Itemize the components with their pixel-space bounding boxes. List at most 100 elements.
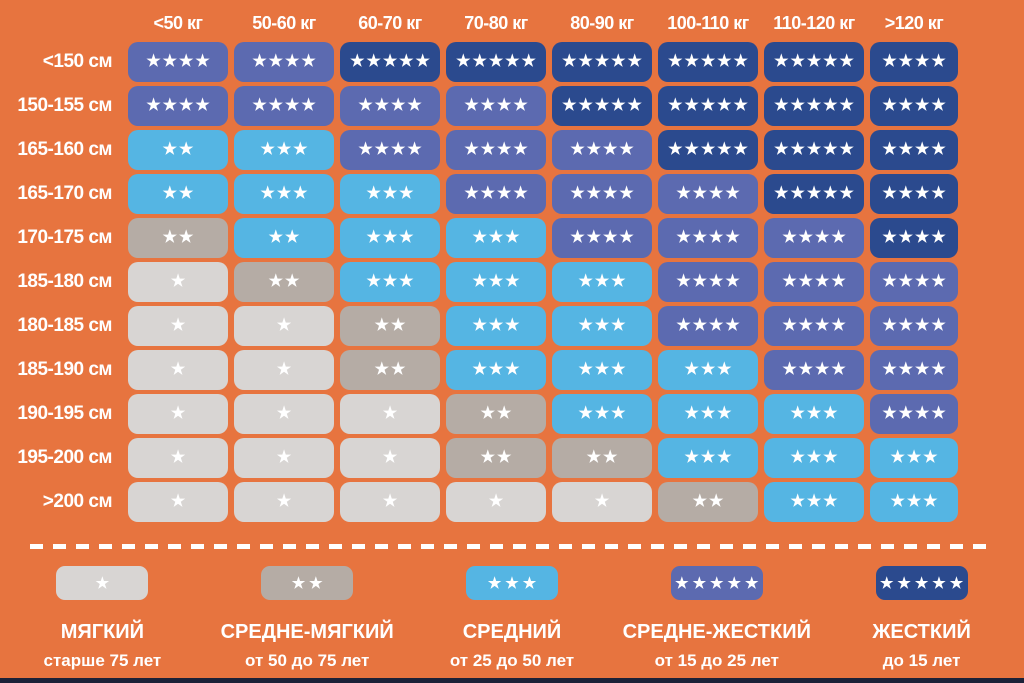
matrix-cell: ★★★★ [340, 86, 440, 126]
matrix-cell: ★★★ [234, 174, 334, 214]
star-rating: ★★★★ [676, 317, 742, 334]
legend-title: МЯГКИЙ [60, 621, 145, 643]
matrix-cell: ★★ [658, 482, 758, 522]
star-rating: ★★★ [684, 405, 734, 422]
legend-item: ★★ СРЕДНЕ-МЯГКИЙ от 50 до 75 лет [205, 566, 410, 671]
star-rating: ★★★ [578, 361, 628, 378]
star-rating: ★★★★★ [774, 141, 856, 158]
star-rating: ★ [488, 493, 506, 510]
star-rating: ★★★★★ [774, 97, 856, 114]
matrix-cell: ★★★★ [446, 130, 546, 170]
matrix-cell: ★★★★★ [764, 86, 864, 126]
matrix-cell: ★★★★ [234, 42, 334, 82]
star-rating: ★ [276, 405, 294, 422]
matrix-cell: ★★★ [446, 306, 546, 346]
matrix-cell: ★★★★ [870, 350, 958, 390]
matrix-cell: ★★★★★ [658, 42, 758, 82]
matrix-cell: ★★ [552, 438, 652, 478]
star-rating: ★★★★ [882, 405, 948, 422]
star-rating: ★ [382, 405, 400, 422]
legend-subtitle: от 50 до 75 лет [245, 651, 370, 670]
star-rating: ★★★★ [882, 229, 948, 246]
star-rating: ★★★ [578, 405, 628, 422]
legend-swatch: ★ [56, 566, 149, 600]
star-rating: ★★★★ [882, 361, 948, 378]
legend-title: СРЕДНЕ-МЯГКИЙ [220, 621, 394, 643]
matrix-cell: ★★ [128, 174, 228, 214]
matrix-cell: ★ [128, 394, 228, 434]
row-label-height: >200 см [42, 491, 113, 512]
column-header-weight: 110-120 кг [773, 12, 855, 33]
star-rating: ★★ [268, 229, 302, 246]
row-label-height: 170-175 см [17, 227, 112, 248]
star-rating: ★★ [480, 405, 514, 422]
matrix-cell: ★ [128, 482, 228, 522]
matrix-cell: ★★ [340, 306, 440, 346]
star-rating: ★★★★ [570, 141, 636, 158]
matrix-cell: ★ [128, 438, 228, 478]
star-rating: ★★★ [366, 185, 416, 202]
legend-subtitle: старше 75 лет [43, 651, 162, 670]
matrix-cell: ★★★★ [870, 174, 958, 214]
star-rating: ★★★★ [676, 229, 742, 246]
star-rating: ★★★★ [358, 97, 424, 114]
matrix-cell: ★★★★ [870, 218, 958, 258]
star-rating: ★★ [268, 273, 302, 290]
column-header-weight: <50 кг [153, 12, 203, 33]
star-rating: ★★★★★ [675, 574, 763, 592]
row-label-height: 165-160 см [17, 139, 112, 160]
star-rating: ★★★ [890, 449, 940, 466]
star-rating: ★★★ [684, 449, 734, 466]
matrix-cell: ★★★ [234, 130, 334, 170]
star-rating: ★★★★ [252, 97, 318, 114]
matrix-cell: ★ [340, 394, 440, 434]
star-rating: ★★★★ [882, 97, 948, 114]
star-rating: ★★★★ [570, 229, 636, 246]
corner-spacer [6, 8, 122, 38]
matrix-cell: ★★★★ [764, 218, 864, 258]
matrix-cell: ★★★★ [658, 262, 758, 302]
star-rating: ★★★★★ [562, 53, 644, 70]
matrix-cell: ★★★★ [658, 306, 758, 346]
star-rating: ★ [382, 493, 400, 510]
matrix-cell: ★★ [128, 130, 228, 170]
legend-title: ЖЕСТКИЙ [872, 621, 971, 643]
matrix-cell: ★ [552, 482, 652, 522]
star-rating: ★ [276, 449, 294, 466]
star-rating: ★★★ [366, 229, 416, 246]
matrix-cell: ★★★★ [446, 86, 546, 126]
star-rating: ★★★ [578, 273, 628, 290]
firmness-matrix: <50 кг 50-60 кг 60-70 кг 70-80 кг 80-90 кг 10… [6, 8, 958, 522]
matrix-cell: ★★★★ [340, 130, 440, 170]
matrix-cell: ★★★★★ [658, 86, 758, 126]
star-rating: ★★★ [366, 273, 416, 290]
matrix-cell: ★★ [340, 350, 440, 390]
star-rating: ★★★ [684, 361, 734, 378]
bottom-bar [0, 678, 1024, 683]
star-rating: ★★★ [790, 493, 840, 510]
legend-item: ★★★ СРЕДНИЙ от 25 до 50 лет [410, 566, 615, 671]
star-rating: ★★★ [472, 229, 522, 246]
legend-item: ★ МЯГКИЙ старше 75 лет [0, 566, 205, 671]
row-label-height: <150 см [42, 51, 113, 72]
matrix-cell: ★★★★ [658, 174, 758, 214]
legend-swatch: ★★★★★ [875, 566, 968, 600]
star-rating: ★★★★★ [879, 574, 968, 592]
matrix-cell: ★★★★★ [764, 130, 864, 170]
star-rating: ★ [170, 405, 188, 422]
star-rating: ★★★★ [882, 53, 948, 70]
matrix-cell: ★★★ [658, 438, 758, 478]
column-header-weight: 70-80 кг [464, 12, 528, 33]
star-rating: ★★★★ [782, 361, 848, 378]
matrix-cell: ★★★ [446, 218, 546, 258]
matrix-cell: ★★★★★ [764, 42, 864, 82]
star-rating: ★★★★ [676, 185, 742, 202]
star-rating: ★ [382, 449, 400, 466]
matrix-cell: ★★★ [446, 262, 546, 302]
row-label-height: 180-185 см [17, 315, 112, 336]
star-rating: ★ [276, 493, 294, 510]
star-rating: ★★ [480, 449, 514, 466]
star-rating: ★ [170, 361, 188, 378]
legend-title: СРЕДНЕ-ЖЕСТКИЙ [622, 621, 811, 643]
matrix-cell: ★★★★★ [446, 42, 546, 82]
